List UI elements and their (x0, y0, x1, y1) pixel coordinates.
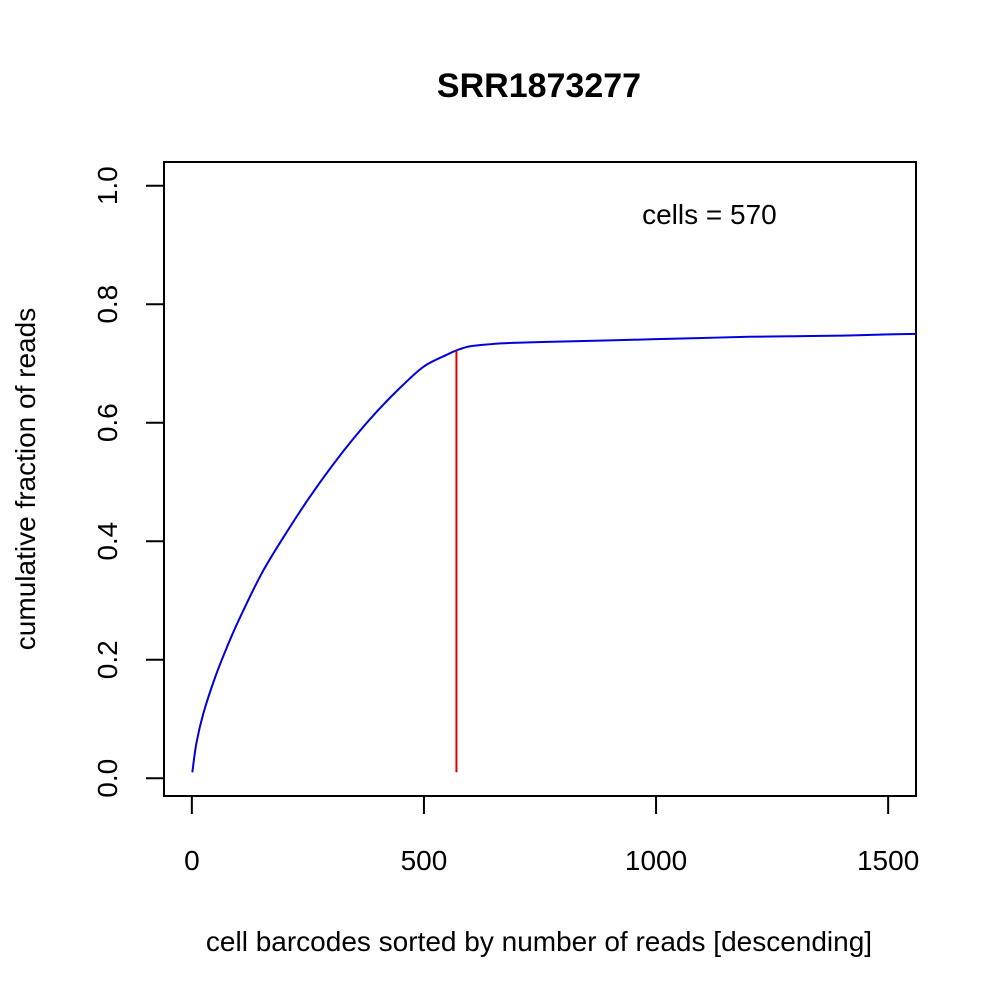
y-axis: 0.0 0.2 0.4 0.6 0.8 1.0 (92, 166, 165, 798)
y-axis-label: cumulative fraction of reads (10, 308, 41, 650)
y-tick-label: 0.6 (92, 403, 123, 442)
x-axis-label: cell barcodes sorted by number of reads … (206, 926, 872, 957)
chart-title: SRR1873277 (437, 67, 641, 105)
x-tick-label: 0 (184, 845, 200, 876)
y-tick-label: 0.4 (92, 522, 123, 561)
y-tick-label: 0.2 (92, 640, 123, 679)
plot-area (191, 332, 916, 773)
plot-frame (163, 161, 917, 797)
y-tick-label: 0.8 (92, 285, 123, 324)
y-tick-label: 1.0 (92, 166, 123, 205)
series-line-0 (191, 332, 916, 773)
x-tick-label: 1000 (625, 845, 687, 876)
x-axis: 0 500 1000 1500 (184, 795, 919, 876)
x-tick-label: 500 (401, 845, 448, 876)
cells-annotation: cells = 570 (642, 199, 777, 230)
y-tick-label: 0.0 (92, 759, 123, 798)
x-tick-label: 1500 (857, 845, 919, 876)
